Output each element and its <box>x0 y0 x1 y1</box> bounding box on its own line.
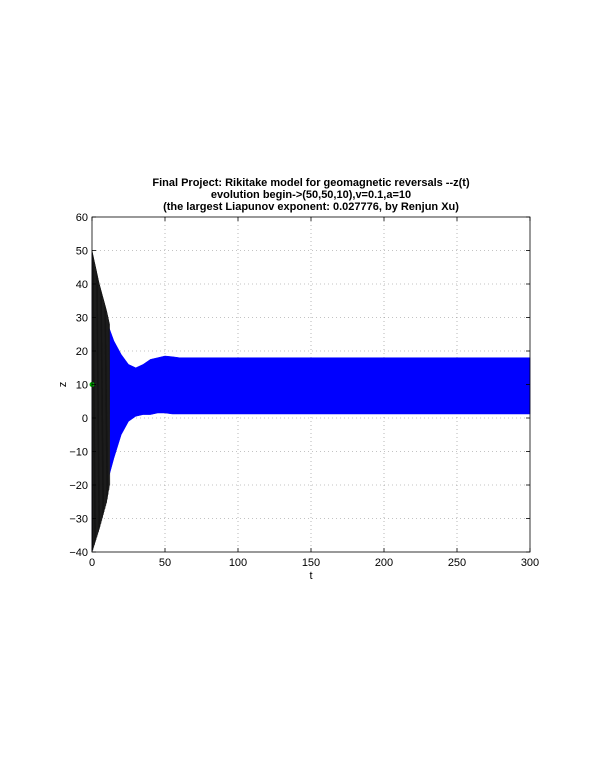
plot-area <box>89 250 531 553</box>
title-line-1: Final Project: Rikitake model for geomag… <box>152 177 470 189</box>
title-line-3: (the largest Liapunov exponent: 0.027776… <box>163 201 459 213</box>
y-axis-label: z <box>57 382 69 388</box>
title-line-2: evolution begin->(50,50,10),v=0.1,a=10 <box>211 189 411 201</box>
x-tick-label-0: 0 <box>89 557 95 569</box>
y-tick-label-8: 40 <box>76 279 88 291</box>
y-tick-label-7: 30 <box>76 313 88 325</box>
x-tick-label-2: 100 <box>229 557 247 569</box>
y-tick-label-6: 20 <box>76 346 88 358</box>
axes: 0 50 100 150 200 250 300 −40 −30 −20 −10 0 10 20 30 40 5… <box>69 212 539 569</box>
x-tick-label-3: 150 <box>302 557 320 569</box>
x-tick-label-4: 200 <box>375 557 393 569</box>
y-tick-label-2: −20 <box>69 480 88 492</box>
chart-title: Final Project: Rikitake model for geomag… <box>152 177 470 213</box>
x-axis-label: t <box>309 570 312 582</box>
y-tick-label-9: 50 <box>76 246 88 258</box>
y-tick-label-10: 60 <box>76 212 88 224</box>
y-tick-label-5: 10 <box>76 380 88 392</box>
y-tick-label-4: 0 <box>82 413 88 425</box>
x-tick-label-1: 50 <box>159 557 171 569</box>
x-tick-label-5: 250 <box>448 557 466 569</box>
series-envelope-1 <box>91 253 531 553</box>
y-tick-label-3: −10 <box>69 447 88 459</box>
axis-labels: tz <box>57 382 313 582</box>
y-tick-label-0: −40 <box>69 547 88 559</box>
x-tick-label-6: 300 <box>521 557 539 569</box>
y-tick-label-1: −30 <box>69 514 88 526</box>
